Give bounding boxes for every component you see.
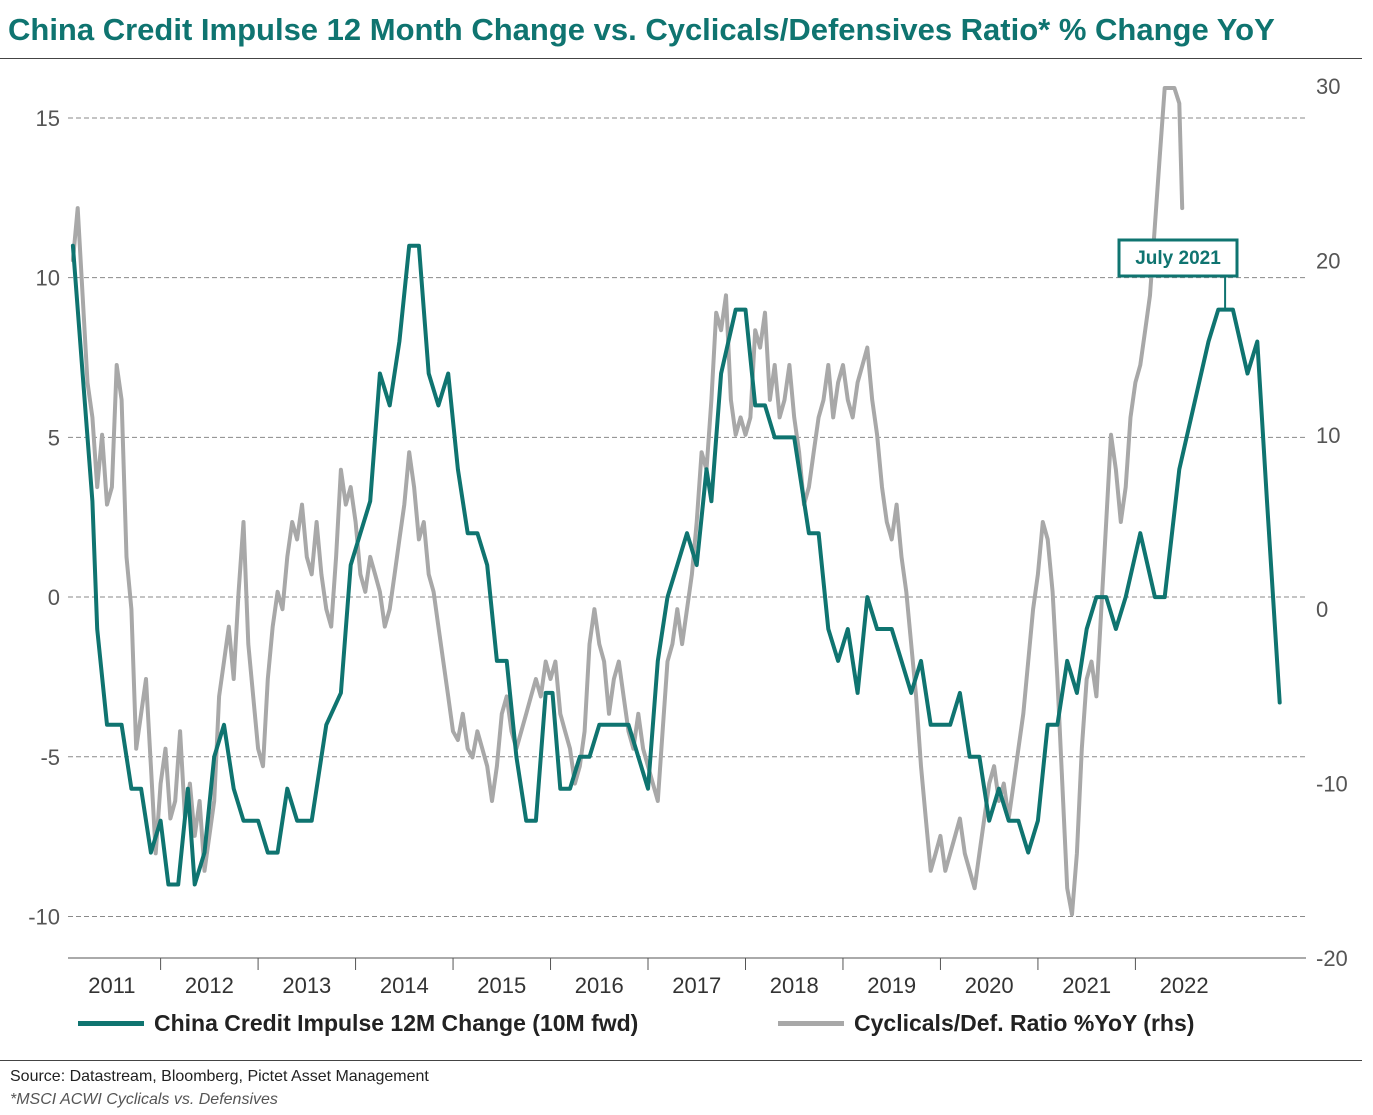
x-axis-ticks: 2011 2012 2013 2014 2015 2016 2017 2018 2019 2020… [88, 973, 1208, 998]
legend-label-credit-impulse: China Credit Impulse 12M Change (10M fwd… [154, 1010, 639, 1036]
legend-swatch-cyclicals-ratio [778, 1021, 844, 1026]
left-tick-label: -10 [28, 904, 60, 929]
footer-divider [0, 1060, 1362, 1061]
x-tick-label: 2017 [672, 973, 721, 998]
annotation-label: July 2021 [1135, 248, 1221, 269]
left-tick-label: 5 [48, 425, 60, 450]
series-lines [70, 86, 1282, 917]
right-tick-label: -20 [1316, 946, 1348, 971]
right-tick-label: 20 [1316, 248, 1340, 273]
legend-item-credit-impulse: China Credit Impulse 12M Change (10M fwd… [78, 1010, 638, 1037]
annotation: July 2021 [1117, 238, 1239, 310]
x-tick-label: 2011 [88, 973, 135, 998]
x-tick-label: 2021 [1062, 973, 1111, 998]
x-tick-label: 2012 [185, 973, 234, 998]
x-tick-label: 2020 [965, 973, 1014, 998]
right-tick-label: 0 [1316, 597, 1328, 622]
left-tick-label: 15 [36, 106, 60, 131]
x-tick-label: 2018 [770, 973, 819, 998]
left-tick-label: 10 [36, 266, 60, 291]
x-tick-label: 2015 [477, 973, 526, 998]
x-tick-label: 2019 [867, 973, 916, 998]
legend-label-cyclicals-ratio: Cyclicals/Def. Ratio %YoY (rhs) [854, 1010, 1195, 1036]
left-tick-label: 0 [48, 585, 60, 610]
x-tick-label: 2016 [575, 973, 624, 998]
chart-title: China Credit Impulse 12 Month Change vs.… [8, 12, 1275, 47]
axes [68, 957, 1306, 970]
source-note: Source: Datastream, Bloomberg, Pictet As… [10, 1068, 429, 1085]
legend-swatch-credit-impulse [78, 1021, 144, 1026]
series-line-cyclicals-ratio [70, 86, 1185, 917]
right-axis-ticks: 30 20 10 0 -10 -20 [1316, 74, 1348, 971]
footnote: *MSCI ACWI Cyclicals vs. Defensives [10, 1091, 278, 1108]
x-tick-label: 2014 [380, 973, 429, 998]
right-tick-label: -10 [1316, 772, 1348, 797]
series-line-credit-impulse [70, 243, 1282, 887]
x-tick-label: 2022 [1160, 973, 1209, 998]
right-tick-label: 10 [1316, 423, 1340, 448]
x-tick-label: 2013 [282, 973, 331, 998]
left-tick-label: -5 [40, 745, 60, 770]
left-axis-ticks: 15 10 5 0 -5 -10 [28, 106, 60, 930]
title-divider [0, 58, 1362, 59]
legend-item-cyclicals-ratio: Cyclicals/Def. Ratio %YoY (rhs) [778, 1010, 1194, 1037]
annotation-box [1117, 238, 1239, 278]
right-tick-label: 30 [1316, 74, 1340, 99]
